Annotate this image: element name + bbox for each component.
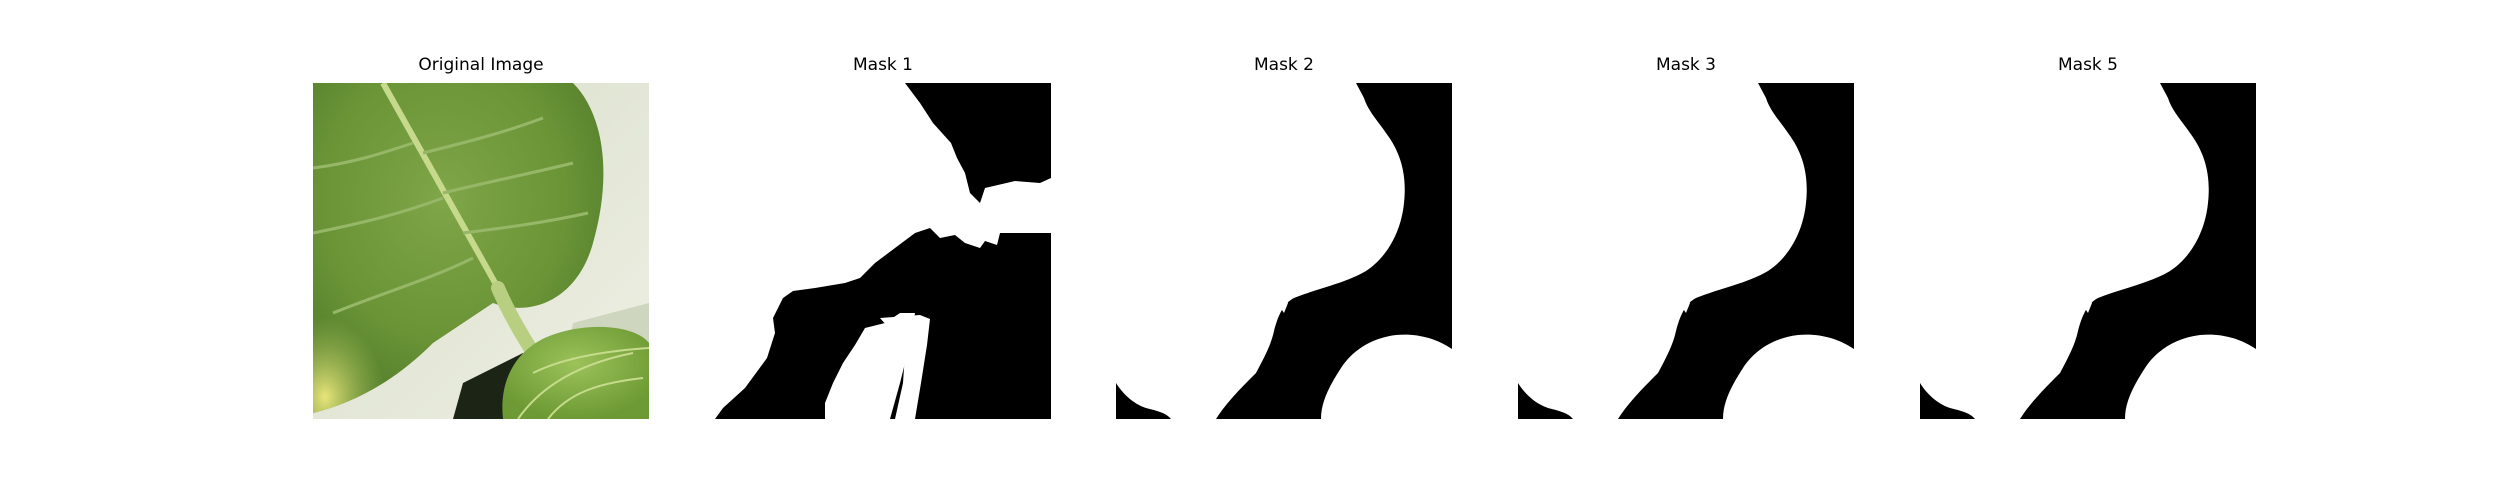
panel-title: Mask 5 <box>2057 55 2118 75</box>
panel-title: Mask 1 <box>852 55 913 75</box>
panel-mask-3: Mask 3 <box>1518 55 1854 424</box>
panel-mask-2: Mask 2 <box>1116 55 1452 424</box>
panel-title: Original Image <box>418 55 544 75</box>
panel-mask-1: Mask 1 <box>715 55 1051 424</box>
leaf-photo <box>313 83 649 419</box>
panel-title: Mask 3 <box>1655 55 1716 75</box>
binary-mask <box>1920 83 2256 419</box>
binary-mask <box>715 83 1051 419</box>
panel-mask-5: Mask 5 <box>1920 55 2256 424</box>
binary-mask <box>1518 83 1854 419</box>
panel-original-image: Original Image <box>313 55 649 424</box>
panel-title: Mask 2 <box>1253 55 1314 75</box>
binary-mask <box>1116 83 1452 419</box>
